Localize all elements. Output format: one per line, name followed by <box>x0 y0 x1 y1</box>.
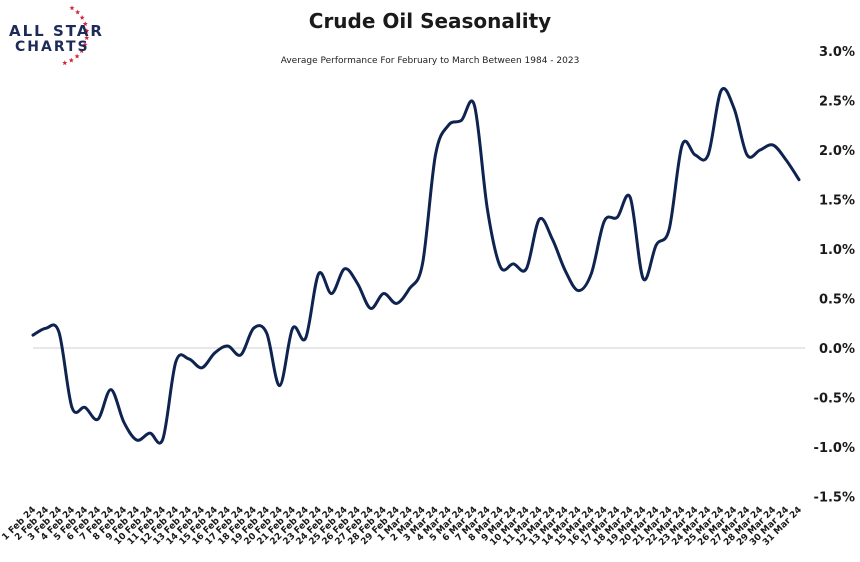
series-group <box>31 87 801 445</box>
data-point <box>330 292 334 296</box>
logo-star-icon <box>84 35 90 41</box>
y-tick-label: 1.5% <box>819 194 855 209</box>
y-tick-label: -0.5% <box>814 392 855 407</box>
data-point <box>213 351 217 355</box>
data-point <box>680 143 684 147</box>
data-point <box>472 103 476 107</box>
data-point <box>745 153 749 157</box>
data-point <box>732 106 736 110</box>
data-point <box>304 336 308 340</box>
data-point <box>57 330 61 334</box>
data-point <box>200 366 204 370</box>
logo-star-icon <box>69 5 75 11</box>
data-point <box>602 219 606 223</box>
logo-star-icon <box>82 21 88 27</box>
brand-line2: CHARTS <box>15 39 90 55</box>
y-axis: 3.0% 2.5% 2.0% 1.5% 1.0% 0.5% 0.0% -0.5% -1.0% -1… <box>814 45 855 506</box>
y-tick-label: 2.0% <box>819 144 855 159</box>
data-point <box>420 262 424 266</box>
logo-star-icon <box>62 60 68 66</box>
data-point <box>511 262 515 266</box>
data-point <box>239 353 243 357</box>
logo-star-icon <box>79 48 85 54</box>
data-point <box>641 277 645 281</box>
data-point <box>589 272 593 276</box>
logo-star-icon <box>75 9 81 15</box>
data-point <box>83 405 87 409</box>
x-axis: 1 Feb 242 Feb 243 Feb 244 Feb 245 Feb 24… <box>0 505 804 548</box>
data-point <box>161 437 165 441</box>
data-point <box>291 326 295 330</box>
data-point <box>667 227 671 231</box>
data-point <box>382 292 386 296</box>
data-point <box>265 331 269 335</box>
chart-subtitle: Average Performance For February to Marc… <box>281 56 580 66</box>
y-tick-label: 0.0% <box>819 342 855 357</box>
data-point <box>719 89 723 93</box>
data-point <box>356 282 360 286</box>
data-point <box>31 333 35 337</box>
y-tick-label: -1.0% <box>814 441 855 456</box>
data-point <box>135 438 139 442</box>
y-tick-label: 0.5% <box>819 293 855 308</box>
data-point <box>278 384 282 388</box>
y-tick-label: -1.5% <box>814 491 855 506</box>
data-point <box>408 287 412 291</box>
data-point <box>459 118 463 122</box>
data-point <box>758 148 762 152</box>
logo-star-icon <box>74 53 80 59</box>
data-point <box>524 267 528 271</box>
data-point <box>96 417 100 421</box>
chart-title: Crude Oil Seasonality <box>309 9 551 33</box>
data-point <box>563 269 567 273</box>
data-point <box>706 153 710 157</box>
logo-star-icon <box>79 15 85 20</box>
data-point <box>446 123 450 127</box>
data-point <box>109 388 113 392</box>
data-point <box>797 178 801 182</box>
data-point <box>784 158 788 162</box>
data-point <box>550 237 554 241</box>
data-point <box>122 420 126 424</box>
data-point <box>187 357 191 361</box>
y-tick-label: 3.0% <box>819 45 855 60</box>
data-point <box>369 306 373 310</box>
data-point <box>485 207 489 211</box>
data-point <box>537 217 541 221</box>
data-point <box>70 405 74 409</box>
data-point <box>576 289 580 293</box>
series-line <box>31 87 801 445</box>
logo-stars-icon <box>62 5 90 66</box>
data-point <box>44 326 48 330</box>
logo-star-icon <box>84 28 90 33</box>
logo-star-icon <box>68 57 74 63</box>
data-point <box>395 301 399 305</box>
data-point <box>343 267 347 271</box>
brand-line1: ALL STAR <box>9 22 104 40</box>
data-point <box>174 360 178 364</box>
data-point <box>628 196 632 200</box>
data-point <box>693 153 697 157</box>
logo-star-icon <box>82 42 88 47</box>
brand-logo: ALL STAR CHARTS <box>9 5 104 66</box>
data-point <box>252 326 256 330</box>
y-tick-label: 2.5% <box>819 95 855 110</box>
data-point <box>226 344 230 348</box>
data-point <box>317 272 321 276</box>
data-point <box>498 265 502 269</box>
data-point <box>148 431 152 435</box>
data-point <box>615 215 619 219</box>
data-point <box>771 143 775 147</box>
y-tick-label: 1.0% <box>819 243 855 258</box>
data-point <box>654 243 658 247</box>
data-point <box>433 153 437 157</box>
